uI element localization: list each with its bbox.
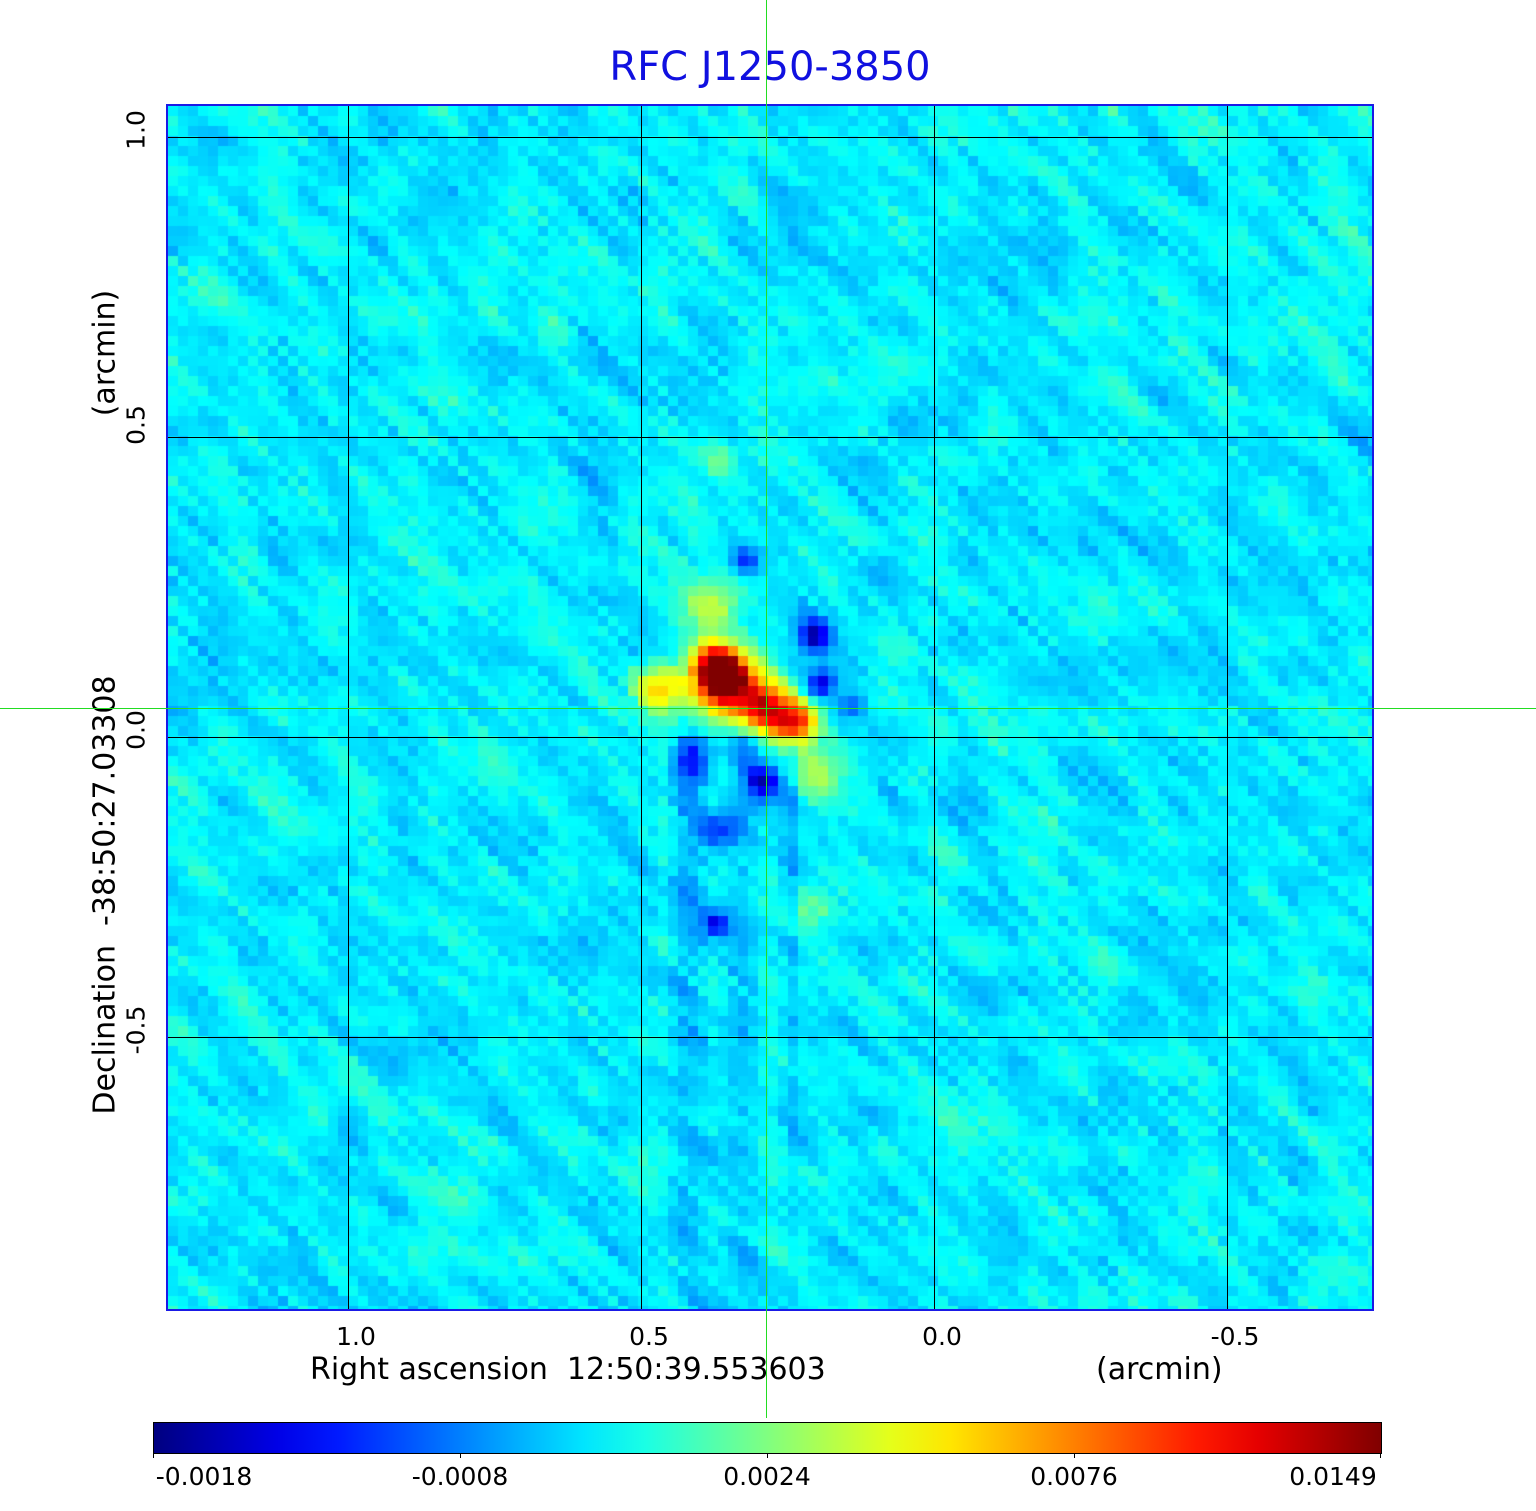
heatmap-image xyxy=(168,106,1372,1309)
y-axis-unit: (arcmin) xyxy=(87,289,123,417)
colorbar-tick xyxy=(153,1453,154,1458)
colorbar-tick-label: -0.0008 xyxy=(411,1462,509,1491)
y-tick-label: 1.0 xyxy=(121,110,151,150)
x-gridline xyxy=(934,106,935,1309)
colorbar xyxy=(153,1422,1382,1454)
colorbar-tick xyxy=(767,1453,768,1458)
chart-title: RFC J1250-3850 xyxy=(609,44,931,90)
y-tick-label: -0.5 xyxy=(121,1005,151,1055)
y-gridline xyxy=(168,437,1372,438)
x-tick-label: 0.0 xyxy=(922,1322,962,1351)
x-axis-unit: (arcmin) xyxy=(1096,1352,1223,1387)
x-tick-label: 0.5 xyxy=(629,1322,669,1351)
y-gridline xyxy=(168,737,1372,738)
y-tick-label: 0.5 xyxy=(121,405,151,445)
x-gridline xyxy=(348,106,349,1309)
crosshair-vertical xyxy=(766,0,767,1418)
y-gridline xyxy=(168,137,1372,138)
colorbar-tick-label: 0.0024 xyxy=(723,1462,811,1491)
x-axis-label: Right ascension 12:50:39.553603 xyxy=(310,1352,826,1387)
colorbar-tick xyxy=(1380,1453,1381,1458)
x-tick-label: 1.0 xyxy=(336,1322,376,1351)
plot-frame xyxy=(166,104,1374,1311)
x-gridline xyxy=(641,106,642,1309)
x-tick-label: -0.5 xyxy=(1210,1322,1260,1351)
colorbar-tick xyxy=(1074,1453,1075,1458)
y-gridline xyxy=(168,1037,1372,1038)
colorbar-tick-label: 0.0149 xyxy=(1289,1462,1377,1491)
x-gridline xyxy=(1227,106,1228,1309)
y-axis-label: Declination -38:50:27.03308 xyxy=(87,675,123,1115)
crosshair-horizontal xyxy=(0,708,1536,709)
y-tick-label: 0.0 xyxy=(121,710,151,750)
colorbar-tick xyxy=(460,1453,461,1458)
colorbar-tick-label: -0.0018 xyxy=(155,1462,253,1491)
colorbar-tick-label: 0.0076 xyxy=(1030,1462,1118,1491)
